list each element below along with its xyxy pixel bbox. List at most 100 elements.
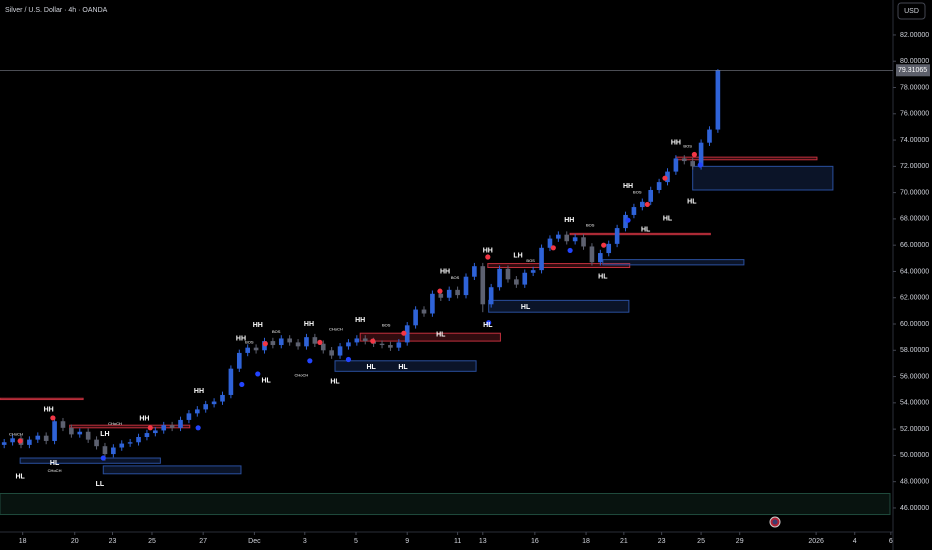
candle-body <box>547 238 553 248</box>
candle-body <box>119 443 125 448</box>
swing-point <box>239 381 245 388</box>
event-label: CHoCH <box>329 326 343 331</box>
swing-point <box>401 330 407 336</box>
structure-label: LL <box>96 481 105 488</box>
candle-body <box>707 129 712 143</box>
x-tick-label: 6 <box>889 538 893 545</box>
swing-point <box>697 162 703 168</box>
swing-point <box>691 151 697 158</box>
candle-body <box>346 342 351 347</box>
zone <box>487 263 631 269</box>
candle-body <box>228 368 234 395</box>
swing-point <box>370 338 376 344</box>
structure-label: HL <box>641 226 651 233</box>
candle-body <box>388 345 393 348</box>
candle-body <box>52 421 57 441</box>
candle-body <box>606 243 612 254</box>
structure-label: HL <box>50 460 60 467</box>
structure-label: HL <box>521 304 531 311</box>
candle-body <box>295 342 301 347</box>
candle-body <box>362 338 368 342</box>
swing-point <box>262 341 268 347</box>
zone <box>692 165 834 191</box>
x-tick-label: 23 <box>109 538 117 545</box>
x-tick-label: 11 <box>454 538 461 545</box>
candle-body <box>312 337 318 344</box>
x-tick-label: 5 <box>354 538 358 545</box>
candle-body <box>236 352 242 369</box>
structure-label: HL <box>366 364 376 371</box>
zone <box>0 397 84 401</box>
structure-label: HL <box>598 274 608 281</box>
candle-body <box>598 253 603 263</box>
candle-body <box>463 276 469 296</box>
x-tick-label: 27 <box>199 538 207 545</box>
candle-body <box>564 234 570 242</box>
zone <box>569 232 711 236</box>
swing-point <box>317 339 323 346</box>
y-tick-label: 50.00000 <box>900 452 929 459</box>
candle-body <box>287 338 292 343</box>
candle-body <box>144 433 150 438</box>
candle-body <box>136 437 141 443</box>
swing-point <box>601 242 607 248</box>
x-tick-label: 20 <box>71 538 79 545</box>
event-label: BOS <box>245 339 254 344</box>
event-label: BOS <box>683 144 692 149</box>
structure-label: HH <box>564 217 574 224</box>
y-tick-label: 74.00000 <box>900 137 929 144</box>
candle-body <box>354 338 360 343</box>
swing-point <box>50 415 56 421</box>
y-tick-label: 62.00000 <box>900 295 929 302</box>
currency-label[interactable]: USD <box>904 8 919 15</box>
last-price-tag <box>896 64 930 77</box>
zone <box>675 156 818 161</box>
event-label: CHoCH <box>9 431 23 436</box>
y-tick-label: 46.00000 <box>900 505 929 512</box>
currency-button[interactable] <box>897 2 926 20</box>
swing-point <box>307 358 313 364</box>
candle-body <box>430 293 435 314</box>
structure-label: HL <box>330 379 340 386</box>
swing-point <box>100 455 106 461</box>
candle-body <box>681 158 687 162</box>
y-tick-label: 66.00000 <box>900 242 929 249</box>
swing-point <box>550 245 556 251</box>
structure-label: HH <box>623 183 633 190</box>
swing-point <box>345 356 352 363</box>
candle-body <box>153 430 158 434</box>
x-tick-label: 25 <box>697 538 705 545</box>
zone <box>102 465 242 475</box>
candle-body <box>614 228 620 244</box>
candle-body <box>77 431 83 435</box>
swing-point <box>662 175 668 181</box>
candle-body <box>178 419 183 428</box>
candle-body <box>530 270 536 273</box>
candle-body <box>505 268 511 280</box>
candle-body <box>278 338 284 346</box>
y-tick-label: 60.00000 <box>900 321 929 328</box>
candle-body <box>514 279 519 285</box>
x-tick-label: 16 <box>531 538 539 545</box>
structure-label: HL <box>436 331 446 338</box>
x-tick-label: 9 <box>405 538 409 545</box>
candle-body <box>556 234 561 239</box>
candle-body <box>69 427 74 435</box>
y-tick-label: 78.00000 <box>900 84 929 91</box>
event-label: BOS <box>633 190 642 195</box>
x-tick-label: 23 <box>658 538 666 545</box>
swing-point <box>255 371 261 377</box>
structure-label: LH <box>513 253 522 260</box>
swing-point <box>17 438 23 444</box>
candle-body <box>396 342 402 348</box>
candle-body <box>379 343 385 346</box>
structure-label: HL <box>663 216 673 223</box>
structure-label: HH <box>194 388 204 395</box>
y-tick-label: 58.00000 <box>900 347 929 354</box>
candle-body <box>589 246 595 263</box>
y-tick-label: 76.00000 <box>900 111 929 118</box>
structure-label: HL <box>398 364 408 371</box>
candle-body <box>690 161 695 167</box>
candle-body <box>404 325 410 343</box>
